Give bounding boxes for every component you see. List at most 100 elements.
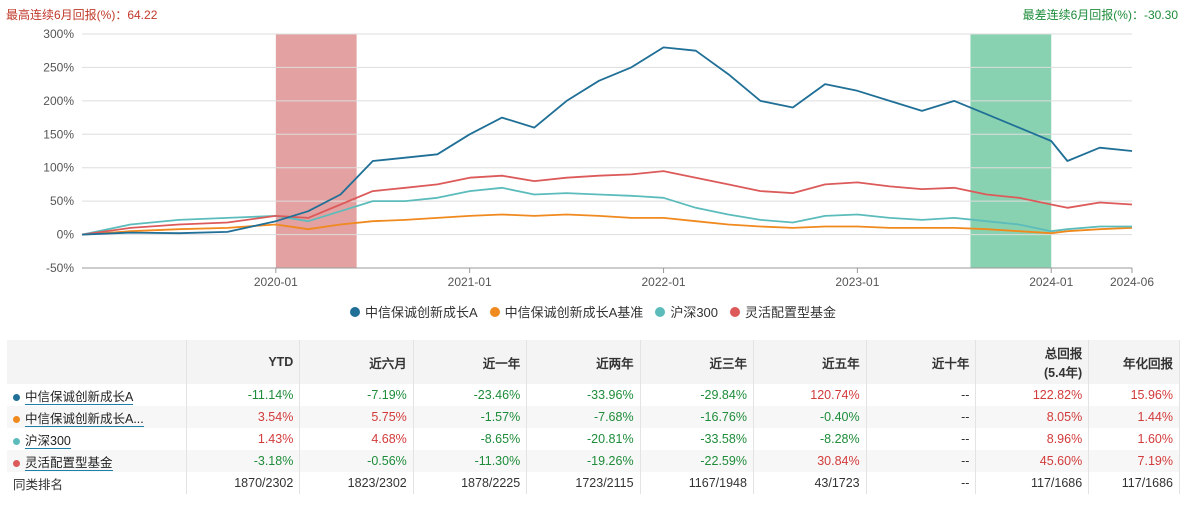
rank-cell: 1878/2225 [413,472,528,494]
table-cell: 8.05% [975,406,1090,428]
table-cell: -7.19% [299,384,414,406]
table-cell: 4.68% [299,428,414,450]
column-header: 近六月 [299,340,414,384]
table-cell: 8.96% [975,428,1090,450]
legend-item[interactable]: 中信保诚创新成长A [349,302,478,321]
table-cell: -8.65% [413,428,528,450]
table-cell: -20.81% [526,428,641,450]
table-cell: -33.58% [640,428,754,450]
table-cell: 120.74% [753,384,867,406]
table-row: 中信保诚创新成长A -11.14% -7.19% -23.46% -33.96% -29.… [7,384,1180,406]
table-cell: -- [866,450,977,472]
column-header: 近五年 [753,340,867,384]
table-cell: -0.40% [753,406,867,428]
table-cell: -- [866,384,977,406]
table-cell: -- [866,428,977,450]
column-header: 近一年 [413,340,528,384]
performance-line-chart: 300% 250% 200% 150% 100% 50% 0% -50% 2020-01 2021… [43,27,1154,289]
series-dot-icon [13,393,20,401]
table-row: 中信保诚创新成长A... 3.54% 5.75% -1.57% -7.68% -16.76… [7,406,1180,428]
rank-cell: 1870/2302 [186,472,301,494]
x-tick-label: 2024-06 [1110,275,1154,289]
column-header: 近三年 [640,340,754,384]
table-cell: 45.60% [975,450,1090,472]
series-dot-icon [13,415,20,423]
x-tick-label: 2023-01 [835,275,879,289]
column-header: 近两年 [526,340,641,384]
worst-6m-return-label: 最差连续6月回报(%)：-30.30 [1022,8,1178,22]
series-dot-icon [13,437,20,445]
table-cell: -8.28% [753,428,867,450]
row-name[interactable]: 中信保诚创新成长A... [7,406,187,428]
table-cell: 1.43% [186,428,301,450]
column-header: YTD [186,340,301,384]
table-cell: -22.59% [640,450,754,472]
table-cell: 1.44% [1088,406,1180,428]
row-name[interactable]: 沪深300 [7,428,187,450]
table-row: 灵活配置型基金 -3.18% -0.56% -11.30% -19.26% -22.59%… [7,450,1180,472]
legend-dot-icon [730,306,741,317]
y-tick-label: 200% [43,94,74,108]
rank-row: 同类排名 1870/2302 1823/2302 1878/2225 1723/2115… [7,472,1180,494]
legend-dot-icon [655,306,666,317]
table-cell: 7.19% [1088,450,1180,472]
table-cell: 3.54% [186,406,301,428]
legend-label: 中信保诚创新成长A [364,305,478,320]
series-line-2 [81,186,1132,236]
table-cell: -19.26% [526,450,641,472]
chart-legend: 中信保诚创新成长A 中信保诚创新成长A基准 沪深300 灵活配置型基金 [0,302,1186,321]
table-cell: -33.96% [526,384,641,406]
table-cell: 1.60% [1088,428,1180,450]
best-period-band [275,34,357,268]
best-6m-return-label: 最高连续6月回报(%)：64.22 [6,8,158,22]
table-cell: 30.84% [753,450,867,472]
series-dot-icon [13,459,20,467]
column-header: 年化回报 [1088,340,1180,384]
legend-label: 中信保诚创新成长A基准 [504,305,644,320]
table-cell: -11.14% [186,384,301,406]
y-tick-label: 250% [43,60,74,74]
table-cell: -3.18% [186,450,301,472]
y-tick-label: 50% [50,194,74,208]
row-name[interactable]: 中信保诚创新成长A [7,384,187,406]
rank-cell: 1723/2115 [526,472,641,494]
rank-cell: -- [866,472,977,494]
table-cell: 5.75% [299,406,414,428]
legend-item[interactable]: 中信保诚创新成长A基准 [489,302,644,321]
table-cell: -16.76% [640,406,754,428]
series-line-0 [81,46,1133,236]
rank-cell: 117/1686 [975,472,1090,494]
table-cell: -7.68% [526,406,641,428]
table-cell: 122.82% [975,384,1090,406]
table-cell: -29.84% [640,384,754,406]
table-cell: -0.56% [299,450,414,472]
rank-cell: 1167/1948 [640,472,754,494]
y-tick-label: 300% [43,27,74,41]
legend-label: 灵活配置型基金 [745,305,837,320]
legend-dot-icon [489,306,500,317]
legend-item[interactable]: 沪深300 [655,302,718,321]
rank-cell: 43/1723 [753,472,867,494]
row-name[interactable]: 灵活配置型基金 [7,450,187,472]
table-cell: -11.30% [413,450,528,472]
y-tick-label: 100% [43,161,74,175]
performance-table: YTD 近六月 近一年 近两年 近三年 近五年 近十年 总回报 (5.4年) 年化回报 中信保诚创… [7,340,1180,494]
y-tick-label: -50% [46,261,74,275]
x-tick-label: 2020-01 [254,275,298,289]
y-tick-label: 150% [43,127,74,141]
series-line-1 [81,213,1133,236]
rank-cell: 117/1686 [1088,472,1180,494]
table-cell: -1.57% [413,406,528,428]
legend-item[interactable]: 灵活配置型基金 [730,302,836,321]
table-cell: -- [866,406,977,428]
x-tick-label: 2024-01 [1029,275,1073,289]
series-line-3 [81,170,1133,236]
table-row: 沪深300 1.43% 4.68% -8.65% -20.81% -33.58% -8.28… [7,428,1180,450]
x-tick-label: 2022-01 [642,275,686,289]
column-header: 总回报 (5.4年) [975,340,1090,384]
legend-dot-icon [349,306,360,317]
column-header: 近十年 [866,340,977,384]
y-tick-label: 0% [57,228,75,242]
legend-label: 沪深300 [670,305,719,320]
table-cell: -23.46% [413,384,528,406]
